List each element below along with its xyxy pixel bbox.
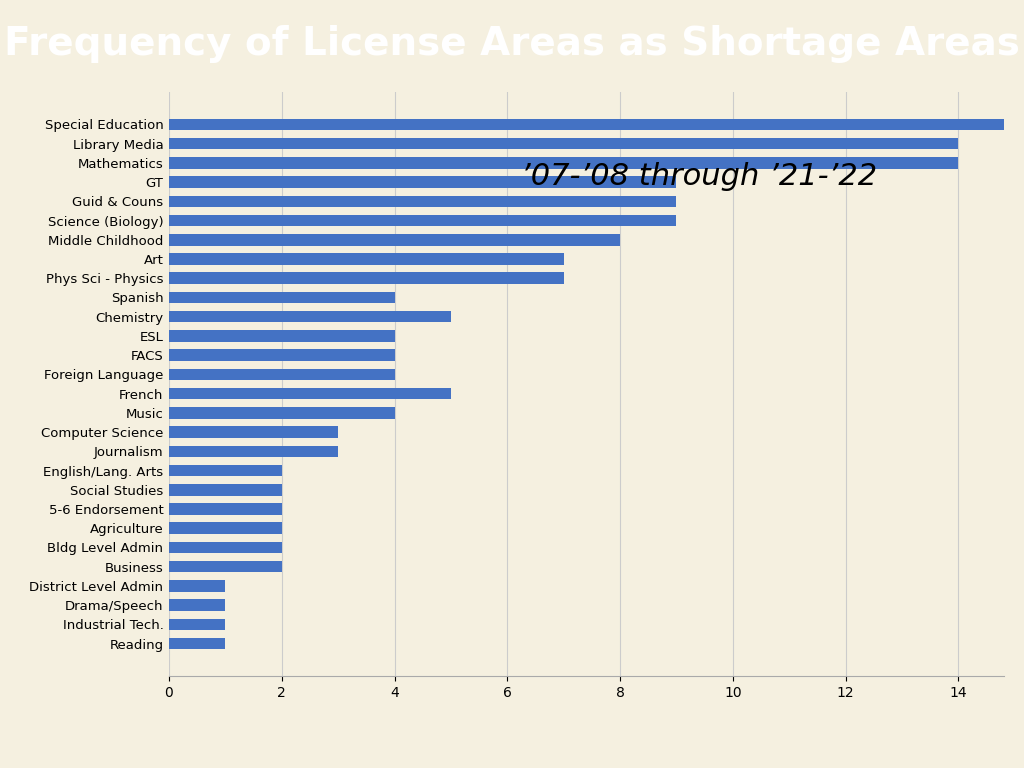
Bar xyxy=(169,311,451,323)
Bar xyxy=(169,157,958,169)
Bar xyxy=(169,465,282,476)
Bar xyxy=(169,196,677,207)
Bar xyxy=(169,484,282,495)
Bar xyxy=(169,541,282,553)
Bar xyxy=(169,369,394,380)
Bar xyxy=(169,599,225,611)
Bar xyxy=(169,445,338,457)
Text: ’07-’08 through ’21-’22: ’07-’08 through ’21-’22 xyxy=(521,162,877,191)
Bar xyxy=(169,561,282,572)
Bar xyxy=(169,177,677,188)
Bar xyxy=(169,253,563,265)
Bar xyxy=(169,407,394,419)
Bar xyxy=(169,138,958,150)
Bar xyxy=(169,580,225,591)
Bar xyxy=(169,637,225,649)
Bar xyxy=(169,330,394,342)
Bar xyxy=(169,503,282,515)
Bar xyxy=(169,273,563,284)
Bar xyxy=(169,426,338,438)
Bar xyxy=(169,292,394,303)
Bar xyxy=(169,349,394,361)
Bar xyxy=(169,618,225,630)
Bar xyxy=(169,234,621,246)
Text: Frequency of License Areas as Shortage Areas: Frequency of License Areas as Shortage A… xyxy=(4,25,1020,63)
Bar xyxy=(169,388,451,399)
Bar xyxy=(169,215,677,227)
Bar xyxy=(169,522,282,534)
Bar xyxy=(169,119,1015,131)
